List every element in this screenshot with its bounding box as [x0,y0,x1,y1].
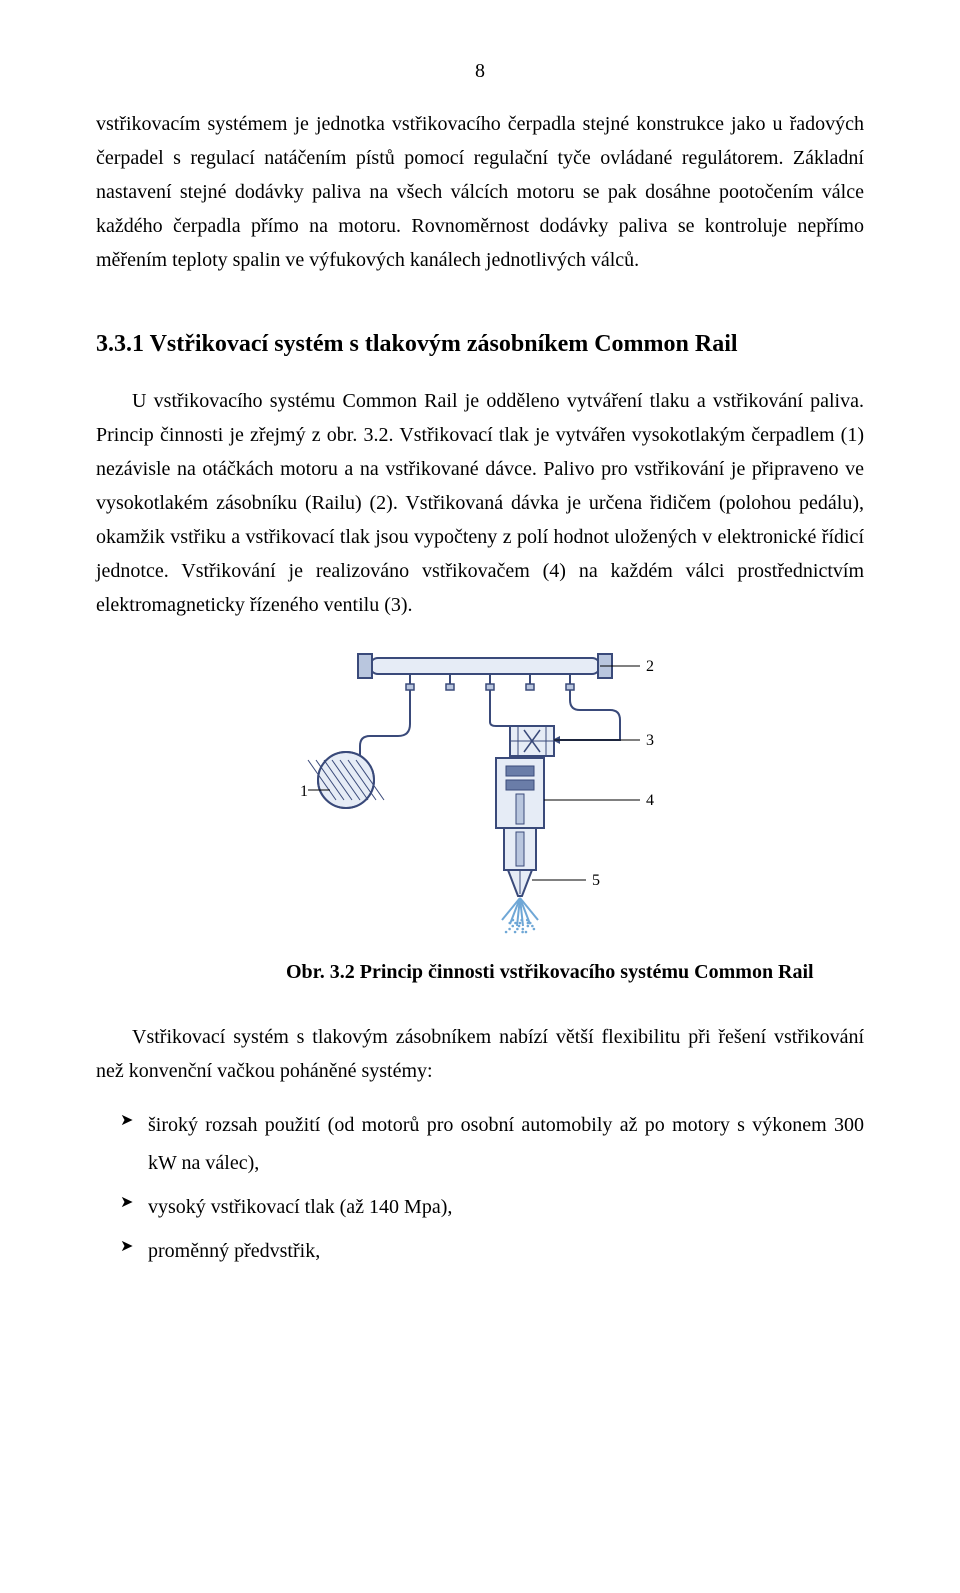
list-item: široký rozsah použití (od motorů pro oso… [120,1106,864,1182]
figure-caption: Obr. 3.2 Princip činnosti vstřikovacího … [286,958,864,986]
svg-text:5: 5 [592,872,600,889]
paragraph-body: U vstřikovacího systému Common Rail je o… [96,384,864,622]
list-item: vysoký vstřikovací tlak (až 140 Mpa), [120,1188,864,1226]
advantages-list: široký rozsah použití (od motorů pro oso… [120,1106,864,1270]
section-heading: 3.3.1 Vstřikovací systém s tlakovým záso… [96,331,864,358]
common-rail-diagram: 2 1 3 4 5 [300,640,660,940]
svg-text:1: 1 [300,783,308,800]
paragraph-list-intro: Vstřikovací systém s tlakovým zásobníkem… [96,1020,864,1088]
page-number: 8 [96,60,864,83]
paragraph-intro: vstřikovacím systémem je jednotka vstřik… [96,107,864,277]
svg-text:4: 4 [646,792,654,809]
figure-common-rail: 2 1 3 4 5 [96,640,864,940]
list-item: proměnný předvstřik, [120,1232,864,1270]
svg-text:3: 3 [646,732,654,749]
svg-text:2: 2 [646,658,654,675]
